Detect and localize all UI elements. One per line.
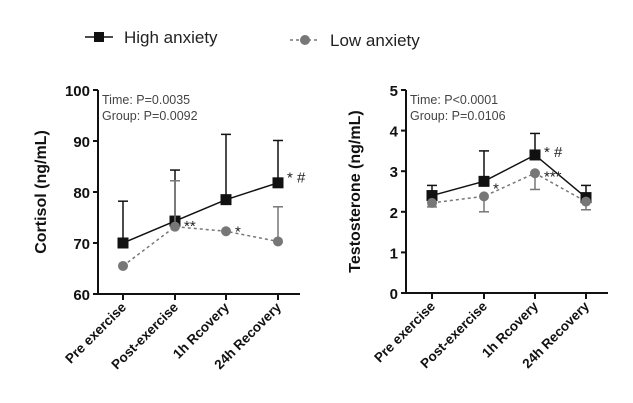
data-point-high: [478, 175, 490, 187]
y-tick-label: 4: [390, 124, 399, 141]
y-tick-label: 60: [73, 287, 90, 304]
stats-text: Group: P=0.0092: [102, 109, 198, 123]
series-line-low: [122, 225, 279, 267]
series-line-low: [431, 172, 587, 204]
legend-marker-low: [300, 35, 310, 45]
legend: High anxiety Low anxiety: [85, 28, 420, 50]
data-point-high: [529, 149, 541, 161]
data-point-low: [427, 197, 437, 208]
data-point-high: [117, 237, 129, 249]
y-tick-label: 90: [73, 134, 90, 151]
legend-label-low: Low anxiety: [330, 31, 420, 50]
series-line-high: [122, 182, 279, 244]
y-tick-label: 3: [390, 164, 398, 181]
data-point-low: [581, 196, 591, 207]
y-tick-label: 0: [390, 286, 398, 303]
stats-text: Group: P=0.0106: [410, 109, 506, 123]
significance-marker: **: [184, 218, 196, 235]
y-axis-title: Cortisol (ng/mL): [33, 130, 50, 254]
y-axis-title: Testosterone (ng/mL): [347, 110, 364, 272]
significance-marker: *: [493, 180, 499, 197]
y-tick-label: 100: [65, 83, 90, 100]
data-point-high: [426, 190, 438, 202]
data-point-high: [220, 194, 232, 206]
data-point-low: [118, 260, 128, 271]
data-point-low: [530, 168, 540, 179]
data-point-low: [273, 236, 283, 247]
significance-marker: ***: [544, 168, 562, 185]
significance-marker: * #: [287, 170, 306, 187]
stats-text: Time: P=0.0035: [102, 93, 190, 107]
data-point-low: [170, 221, 180, 232]
y-tick-label: 2: [390, 205, 398, 222]
significance-marker: * #: [544, 144, 563, 161]
stats-text: Time: P<0.0001: [410, 93, 498, 107]
data-point-low: [479, 191, 489, 202]
legend-label-high: High anxiety: [124, 28, 218, 47]
series-line-high: [431, 154, 587, 199]
legend-marker-high: [94, 32, 104, 42]
y-tick-label: 70: [73, 236, 90, 253]
y-tick-label: 5: [390, 83, 398, 100]
data-point-low: [221, 226, 231, 237]
significance-marker: *: [235, 223, 241, 240]
y-tick-label: 1: [390, 245, 398, 262]
y-tick-label: 80: [73, 185, 90, 202]
data-point-high: [272, 177, 284, 189]
